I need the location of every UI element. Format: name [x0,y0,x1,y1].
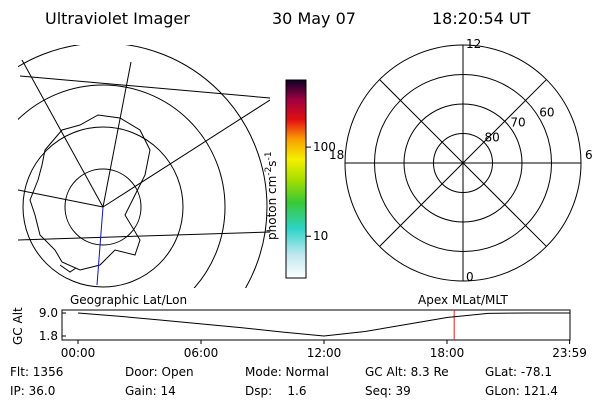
y-tick-label: 1.8 [39,329,58,343]
lat-label: 60 [539,106,554,120]
status-field: IP: 36.0 [10,384,55,398]
mlt-diag [379,79,464,164]
alt-plot-frame [61,309,571,341]
status-field: GC Alt: 8.3 Re [365,365,449,379]
geographic-map [18,45,270,288]
x-tick-label: 12:00 [307,346,342,360]
colorbar [285,79,307,279]
left-map-label: Geographic Lat/Lon [70,293,187,307]
instrument-title: Ultraviolet Imager [45,9,190,28]
mlt-label: 6 [585,148,593,162]
status-field: Flt: 1356 [10,365,63,379]
x-tick-label: 18:00 [430,346,465,360]
colorbar-tick-label: 100 [313,140,336,154]
status-field: Mode: Normal [245,365,329,379]
mlt-label: 18 [329,148,344,162]
mlt-label: 12 [466,37,481,51]
x-tick-label: 06:00 [184,346,219,360]
status-field: GLon: 121.4 [485,384,558,398]
x-tick-label: 23:59 [552,346,587,360]
label-part: -2 [264,167,274,176]
status-field: Gain: 14 [125,384,176,398]
status-field: GLat: -78.1 [485,365,552,379]
label-part: s [265,160,279,166]
status-field: Seq: 39 [365,384,411,398]
altitude-curve [77,312,570,337]
colorbar-tick-label: 10 [313,229,328,243]
polar-map-label: Apex MLat/MLT [418,293,508,307]
lat-label: 80 [484,130,499,144]
status-field: Dsp: 1.6 [245,384,307,398]
y-tick-label: 9.0 [39,306,58,320]
lat-label: 70 [510,115,525,129]
date: 30 May 07 [272,9,356,28]
label-part: photon cm [265,176,279,240]
alt-axis-label: GC Alt [11,307,25,345]
colorbar-label: photon cm-2s-1 [264,151,279,240]
time: 18:20:54 UT [432,9,531,28]
mlt-diag [379,162,464,247]
mlt-diag [462,162,547,247]
x-tick-label: 00:00 [61,346,96,360]
label-part: -1 [264,151,274,160]
status-field: Door: Open [125,365,194,379]
mlt-label: 0 [466,270,474,284]
mlt-diag [462,79,547,164]
